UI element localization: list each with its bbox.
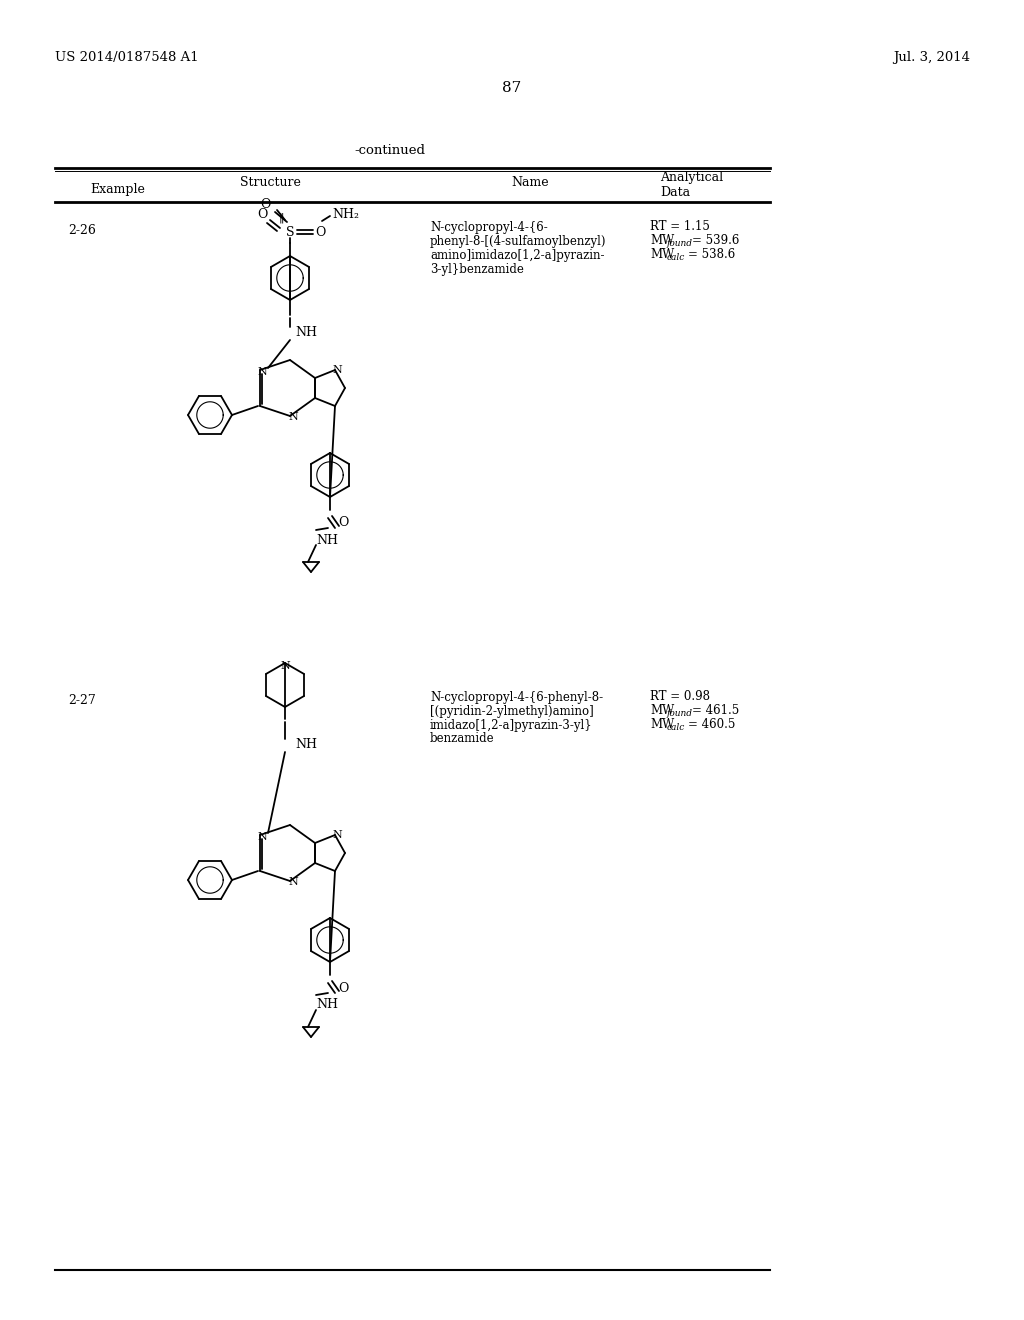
Text: found: found (667, 710, 693, 718)
Text: found: found (667, 239, 693, 248)
Text: Analytical: Analytical (660, 172, 723, 185)
Text: N: N (332, 366, 342, 375)
Text: N: N (257, 832, 267, 842)
Text: N-cyclopropyl-4-{6-: N-cyclopropyl-4-{6- (430, 220, 548, 234)
Text: calc: calc (667, 253, 685, 263)
Text: US 2014/0187548 A1: US 2014/0187548 A1 (55, 51, 199, 65)
Text: NH: NH (295, 738, 317, 751)
Text: N: N (288, 876, 298, 887)
Text: 2-27: 2-27 (68, 693, 96, 706)
Text: Jul. 3, 2014: Jul. 3, 2014 (893, 51, 970, 65)
Text: benzamide: benzamide (430, 733, 495, 746)
Text: ‖: ‖ (279, 213, 284, 223)
Text: Name: Name (511, 177, 549, 190)
Text: [(pyridin-2-ylmethyl)amino]: [(pyridin-2-ylmethyl)amino] (430, 705, 594, 718)
Text: N: N (332, 830, 342, 840)
Text: N: N (281, 661, 290, 671)
Text: RT = 1.15: RT = 1.15 (650, 220, 710, 234)
Text: O: O (314, 226, 326, 239)
Text: = 460.5: = 460.5 (688, 718, 735, 731)
Text: O: O (338, 516, 348, 529)
Text: imidazo[1,2-a]pyrazin-3-yl}: imidazo[1,2-a]pyrazin-3-yl} (430, 718, 593, 731)
Text: N-cyclopropyl-4-{6-phenyl-8-: N-cyclopropyl-4-{6-phenyl-8- (430, 690, 603, 704)
Text: phenyl-8-[(4-sulfamoylbenzyl): phenyl-8-[(4-sulfamoylbenzyl) (430, 235, 606, 248)
Text: Example: Example (90, 183, 144, 197)
Text: NH: NH (316, 533, 338, 546)
Text: N: N (288, 412, 298, 422)
Text: calc: calc (667, 723, 685, 733)
Text: O: O (260, 198, 270, 210)
Text: = 538.6: = 538.6 (688, 248, 735, 261)
Text: NH₂: NH₂ (332, 207, 359, 220)
Text: MW: MW (650, 248, 674, 261)
Text: = 539.6: = 539.6 (692, 235, 739, 248)
Text: S: S (286, 226, 294, 239)
Text: 2-26: 2-26 (68, 223, 96, 236)
Text: amino]imidazo[1,2-a]pyrazin-: amino]imidazo[1,2-a]pyrazin- (430, 248, 604, 261)
Text: 87: 87 (503, 81, 521, 95)
Text: N: N (257, 367, 267, 378)
Text: NH: NH (295, 326, 317, 339)
Text: MW: MW (650, 705, 674, 718)
Text: O: O (338, 982, 348, 994)
Text: Data: Data (660, 186, 690, 198)
Text: = 461.5: = 461.5 (692, 705, 739, 718)
Text: MW: MW (650, 235, 674, 248)
Text: NH: NH (316, 998, 338, 1011)
Text: 3-yl}benzamide: 3-yl}benzamide (430, 263, 524, 276)
Text: Structure: Structure (240, 177, 300, 190)
Text: RT = 0.98: RT = 0.98 (650, 690, 710, 704)
Text: O: O (257, 207, 267, 220)
Text: -continued: -continued (354, 144, 426, 157)
Text: MW: MW (650, 718, 674, 731)
